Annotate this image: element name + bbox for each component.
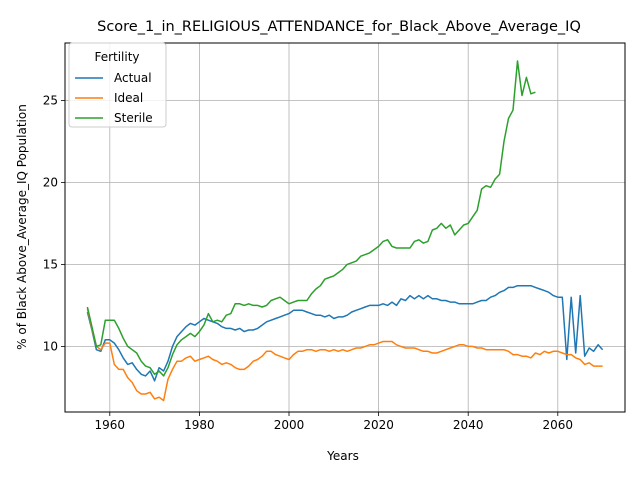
y-tick-label: 10 (43, 339, 58, 353)
legend-label-ideal: Ideal (114, 91, 143, 105)
legend-box (68, 42, 167, 128)
chart-title: Score_1_in_RELIGIOUS_ATTENDANCE_for_Blac… (97, 19, 581, 35)
legend-label-sterile: Sterile (114, 111, 153, 125)
legend-title: Fertility (94, 50, 139, 64)
series-layer (86, 60, 604, 402)
x-tick-label: 2040 (453, 418, 484, 432)
y-tick-label: 15 (43, 257, 58, 271)
axis-ticks: 1960 1980 2000 2020 2040 2060 10 15 20 25 (43, 93, 573, 432)
x-tick-label: 1980 (184, 418, 215, 432)
series-line-ideal (86, 308, 603, 402)
y-tick-label: 25 (43, 93, 58, 107)
grid (65, 43, 625, 412)
y-axis-label: % of Black Above_Average_IQ Population (15, 104, 29, 350)
plot-frame (64, 42, 626, 413)
x-tick-label: 2000 (274, 418, 305, 432)
x-tick-label: 2020 (363, 418, 394, 432)
x-tick-label: 1960 (95, 418, 126, 432)
x-tick-label: 2060 (543, 418, 574, 432)
series-line-actual (86, 284, 604, 382)
y-tick-label: 20 (43, 175, 58, 189)
series-line-sterile (86, 60, 536, 377)
x-axis-label: Years (326, 449, 359, 463)
legend-label-actual: Actual (114, 71, 152, 85)
legend: Fertility Actual Ideal Sterile (68, 42, 167, 128)
legend-items: Actual Ideal Sterile (75, 71, 153, 125)
